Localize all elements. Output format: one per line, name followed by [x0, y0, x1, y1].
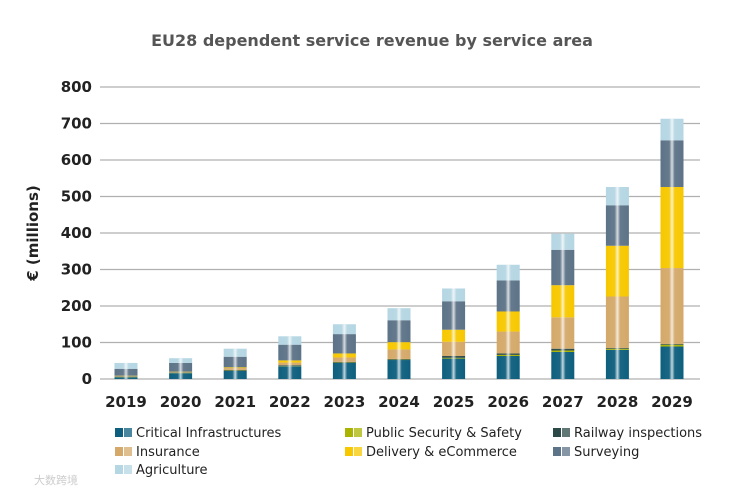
bar-highlight	[115, 363, 138, 379]
x-tick-label: 2026	[487, 393, 529, 411]
bar-highlight	[551, 234, 574, 379]
x-tick-label: 2020	[160, 393, 202, 411]
x-tick-label: 2025	[433, 393, 475, 411]
x-tick-label: 2021	[214, 393, 256, 411]
legend-swatch	[553, 428, 561, 437]
legend-swatch	[562, 428, 570, 437]
bar-stack-2026	[497, 265, 520, 379]
y-tick-label: 800	[61, 78, 92, 96]
bar-highlight	[497, 265, 520, 379]
bar-highlight	[661, 119, 684, 379]
legend-swatch	[115, 447, 123, 456]
legend-label: Critical Infrastructures	[136, 426, 282, 441]
legend-swatch	[562, 447, 570, 456]
bar-highlight	[388, 308, 411, 379]
y-tick-label: 400	[61, 224, 92, 242]
y-tick-label: 200	[61, 297, 92, 315]
legend-label: Delivery & eCommerce	[366, 445, 517, 460]
bar-stack-2020	[169, 358, 192, 379]
legend-item: Agriculture	[115, 463, 208, 478]
legend-label: Insurance	[136, 445, 200, 460]
x-tick-label: 2023	[324, 393, 366, 411]
bar-stack-2023	[333, 324, 356, 379]
legend-item: Critical Infrastructures	[115, 426, 282, 441]
x-tick-label: 2027	[542, 393, 584, 411]
legend-label: Surveying	[574, 445, 639, 460]
bar-stack-2022	[278, 336, 301, 379]
y-tick-label: 700	[61, 115, 92, 133]
legend-swatch	[124, 447, 132, 456]
legend-label: Agriculture	[136, 463, 208, 478]
bar-stack-2019	[115, 363, 138, 379]
bar-stack-2024	[388, 308, 411, 379]
legend-item: Public Security & Safety	[345, 426, 522, 441]
legend-item: Surveying	[553, 445, 639, 460]
y-tick-label: 500	[61, 188, 92, 206]
legend-swatch	[345, 447, 353, 456]
bar-highlight	[606, 187, 629, 379]
legend-swatch	[553, 447, 561, 456]
legend-item: Railway inspections	[553, 426, 702, 441]
bar-highlight	[442, 288, 465, 379]
bar-highlight	[224, 349, 247, 379]
bar-stack-2027	[551, 234, 574, 379]
x-tick-label: 2019	[105, 393, 147, 411]
legend-label: Public Security & Safety	[366, 426, 522, 441]
bar-stack-2021	[224, 349, 247, 379]
bar-highlight	[169, 358, 192, 379]
legend-label: Railway inspections	[574, 426, 702, 441]
x-tick-label: 2022	[269, 393, 311, 411]
watermark: 大数跨境	[34, 473, 78, 487]
y-tick-label: 100	[61, 334, 92, 352]
legend-swatch	[115, 465, 123, 474]
legend-swatch	[115, 428, 123, 437]
legend-swatch	[124, 465, 132, 474]
bar-stack-2025	[442, 288, 465, 379]
y-tick-label: 0	[82, 370, 92, 388]
bar-highlight	[333, 324, 356, 379]
legend-item: Insurance	[115, 445, 200, 460]
x-tick-label: 2028	[597, 393, 639, 411]
bar-highlight	[278, 336, 301, 379]
bar-stack-2029	[661, 119, 684, 379]
y-tick-label: 300	[61, 261, 92, 279]
legend-swatch	[354, 428, 362, 437]
legend-swatch	[354, 447, 362, 456]
y-tick-label: 600	[61, 151, 92, 169]
chart-title: EU28 dependent service revenue by servic…	[151, 31, 593, 50]
x-tick-label: 2029	[651, 393, 693, 411]
legend-swatch	[124, 428, 132, 437]
legend-item: Delivery & eCommerce	[345, 445, 517, 460]
x-tick-label: 2024	[378, 393, 420, 411]
bar-stack-2028	[606, 187, 629, 379]
y-axis-label: € (millions)	[24, 185, 42, 281]
legend-swatch	[345, 428, 353, 437]
